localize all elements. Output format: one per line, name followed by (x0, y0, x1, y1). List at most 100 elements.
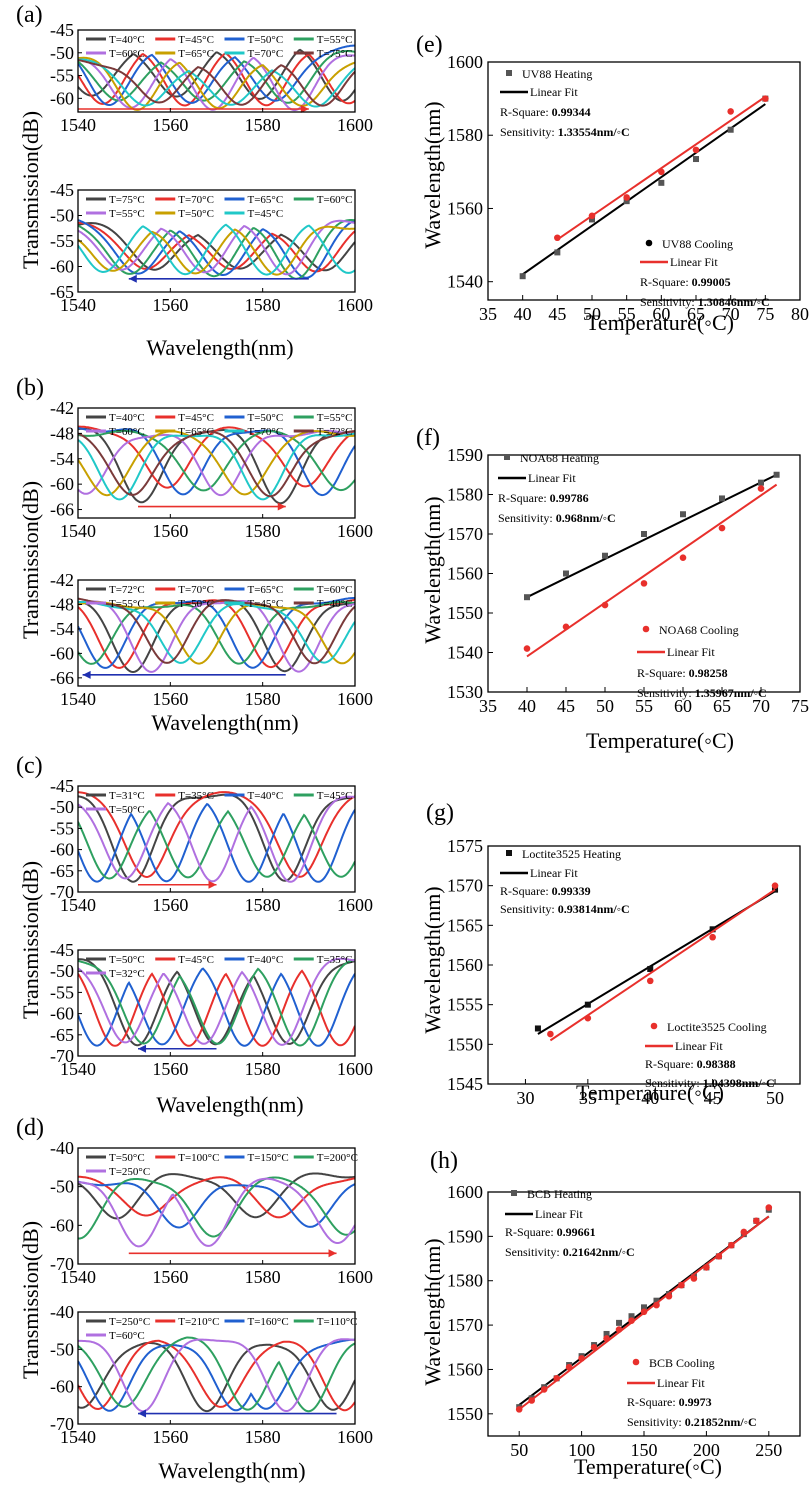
x-tick-label: 1560 (152, 1267, 188, 1287)
legend-label: T=75°C (317, 48, 353, 60)
data-point (715, 1253, 723, 1260)
arrow-head (138, 1044, 147, 1053)
legend-label: T=65°C (178, 48, 214, 60)
x-tick-label: 1600 (337, 1427, 373, 1447)
spectrum-subplot: 1540 1560 1580 1600 -45-50-55-60-65-70 T=50°C… (50, 940, 373, 1079)
y-tick-label: -70 (50, 1254, 74, 1274)
x-tick-label: 55 (635, 696, 653, 716)
data-point (519, 273, 526, 280)
legend-label: T=65°C (178, 426, 214, 438)
annotation-value: 1.04398nm/◦C (703, 1076, 775, 1090)
legend-label: T=50°C (109, 804, 145, 816)
annotation-value: 0.21852nm/◦C (685, 1415, 757, 1429)
y-tick-label: -65 (50, 861, 74, 881)
legend-label: T=35°C (317, 954, 353, 966)
x-tick-label: 1540 (60, 895, 96, 915)
legend-label: T=200°C (317, 1152, 358, 1164)
annotation-value: 0.99339 (552, 884, 591, 898)
arrow-head (328, 1249, 337, 1258)
x-tick-label: 1540 (60, 521, 96, 541)
data-point (703, 1264, 710, 1271)
legend-label: Linear Fit (657, 1376, 705, 1390)
fit-annotation: Sensitivity: 1.35967nm/◦C (637, 686, 767, 700)
spectrum-line (78, 44, 355, 106)
annotation-value: 0.93814nm/◦C (558, 902, 630, 916)
x-tick-label: 1600 (337, 689, 373, 709)
y-axis-label: Transmission(dB) (18, 861, 43, 1019)
legend-label: T=72°C (317, 426, 353, 438)
spectrum-line (78, 427, 355, 497)
y-tick-label: -65 (50, 1025, 74, 1045)
legend-label: T=55°C (317, 34, 353, 46)
data-point (584, 1014, 592, 1022)
x-tick-label: 1540 (60, 1427, 96, 1447)
y-tick-label: -42 (50, 570, 74, 590)
y-tick-label: -60 (50, 1377, 74, 1397)
data-point (603, 1330, 610, 1337)
spectrum-curves (78, 957, 355, 1047)
y-tick-label: -65 (50, 282, 74, 302)
legend-label: Linear Fit (675, 1039, 723, 1053)
scatter-panel: (e) Wavelength(nm) Temperature(◦C) 35 40 45 50… (416, 32, 809, 335)
spectrum-subplot: 1540 1560 1580 1600 -40 -50 -60 -70 T=250°C T=210… (50, 1302, 373, 1447)
y-tick-label: -40 (50, 1138, 74, 1158)
spectrum-subplot: 1540 1560 1580 1600 -45-50-55-60-65-70 T=31°C… (50, 776, 373, 915)
x-tick-label: 70 (752, 696, 770, 716)
spectrum-line (78, 959, 355, 1047)
data-point (523, 645, 531, 652)
y-tick-label: 1600 (447, 52, 483, 72)
y-tick-label: 1570 (447, 524, 483, 544)
y-tick-label: -50 (50, 797, 74, 817)
arrow-head (128, 274, 137, 283)
panel-label: (h) (430, 1148, 458, 1174)
annotation-value: 0.98388 (697, 1057, 736, 1071)
spectrum-line (78, 795, 355, 883)
annotation-value: 0.968nm/◦C (556, 511, 616, 525)
data-point (563, 570, 569, 577)
y-tick-label: -45 (50, 776, 74, 796)
y-tick-label: 1570 (447, 1315, 483, 1335)
annotation-value: 0.99344 (552, 105, 591, 119)
data-point (565, 1363, 573, 1371)
data-point (665, 1292, 673, 1300)
spectrum-line (78, 791, 355, 879)
y-tick-label: -48 (50, 594, 74, 614)
y-tick-label: -66 (50, 668, 74, 688)
spectrum-line (78, 219, 355, 276)
x-tick-label: 1540 (60, 689, 96, 709)
spectrum-subplot: 1540 1560 1580 1600 -42 -48 -54 -60 -66 T=40°C T=4… (50, 398, 373, 541)
data-point (628, 1313, 635, 1320)
spectrum-line (78, 425, 355, 489)
data-point (678, 1281, 685, 1289)
annotation-label: Sensitivity: (645, 1076, 703, 1090)
legend-label: T=160°C (248, 1316, 289, 1328)
y-tick-label: -55 (50, 66, 74, 86)
x-tick-label: 100 (568, 1440, 595, 1460)
legend-label: Linear Fit (528, 471, 576, 485)
plot-frame (77, 29, 356, 113)
y-tick-label: -45 (50, 180, 74, 200)
y-tick-label: 1580 (447, 485, 483, 505)
spectrum-line (78, 432, 355, 501)
annotation-value: 0.99786 (550, 491, 589, 505)
x-tick-label: 1600 (337, 115, 373, 135)
legend-label: T=72°C (109, 584, 145, 596)
y-tick-label: -55 (50, 818, 74, 838)
y-tick-label: -66 (50, 500, 74, 520)
fit-annotation: Sensitivity: 0.968nm/◦C (498, 511, 616, 525)
annotation-label: R-Square: (645, 1057, 697, 1071)
annotation-value: 1.35967nm/◦C (695, 686, 767, 700)
legend-label: T=45°C (178, 954, 214, 966)
legend-label: Linear Fit (670, 255, 718, 269)
x-tick-label: 1560 (152, 295, 188, 315)
x-tick-label: 35 (479, 696, 497, 716)
data-point (709, 926, 716, 933)
x-tick-label: 1540 (60, 1267, 96, 1287)
y-axis-label: Transmission(dB) (18, 481, 43, 639)
x-tick-label: 65 (713, 696, 731, 716)
x-tick-label: 1560 (152, 895, 188, 915)
legend-label: T=45°C (178, 412, 214, 424)
x-tick-label: 35 (579, 1088, 597, 1108)
y-tick-label: -48 (50, 423, 74, 443)
data-point (646, 977, 654, 985)
